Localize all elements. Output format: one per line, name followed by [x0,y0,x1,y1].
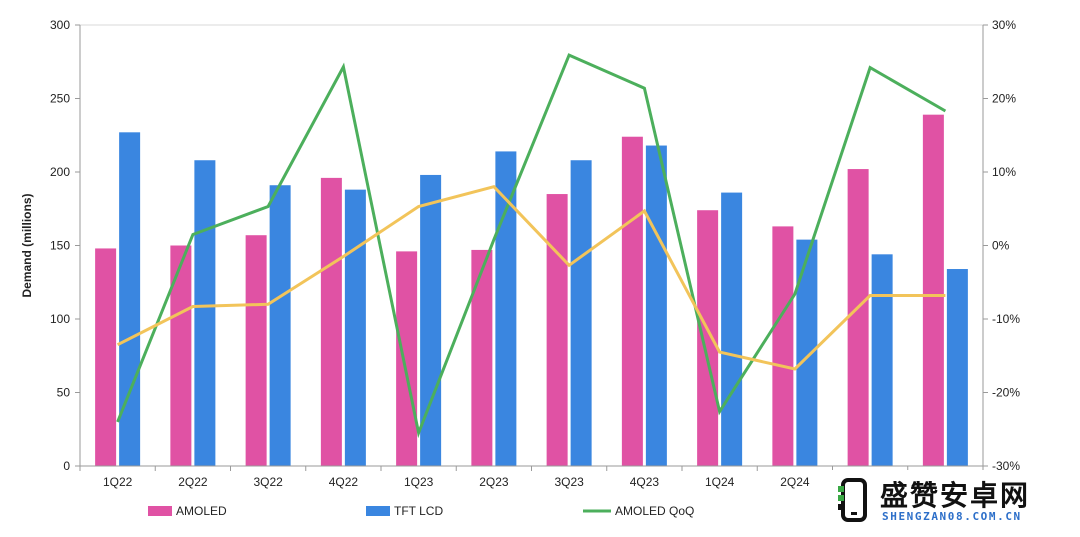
y-axis-title: Demand (millions) [20,193,34,297]
watermark-subtitle: SHENGZAN08.COM.CN [882,510,1022,523]
x-tick-label-3q22: 3Q22 [253,475,283,489]
bar-tft-lcd-4q23 [645,145,667,467]
bar-amoled-3q22 [245,235,267,466]
x-tick-label-2q22: 2Q22 [178,475,208,489]
y2-tick-label: 0% [992,239,1010,253]
legend-label-tft-lcd: TFT LCD [394,504,443,518]
y2-tick-label: -10% [992,312,1020,326]
bar-amoled-2q24 [772,226,794,466]
bar-amoled-1q24 [697,210,719,466]
y-tick-label: 200 [50,165,70,179]
phone-logo-icon [838,478,867,522]
bar-amoled-4q22 [320,177,342,466]
bar-amoled-4q24 [922,114,944,467]
watermark-title: 盛赞安卓网 [880,479,1031,512]
series-line-line-2 [116,185,946,371]
bar-amoled-2q23 [471,249,493,466]
y-tick-label: 250 [50,92,70,106]
plot-area [79,24,984,467]
bar-amoled-4q23 [621,136,643,466]
bar-amoled-1q22 [95,248,117,466]
watermark: 盛赞安卓网 SHENGZAN08.COM.CN [832,470,1076,530]
bar-tft-lcd-1q23 [420,174,442,466]
x-tick-label-4q22: 4Q22 [329,475,359,489]
y-tick-label: 50 [57,386,71,400]
y2-tick-label: 10% [992,165,1016,179]
y2-tick-label: 30% [992,18,1016,32]
legend-label-amoled: AMOLED [176,504,227,518]
y-tick-label: 100 [50,312,70,326]
series-line-amoled-qoq [116,53,947,439]
y2-tick-label: -30% [992,459,1020,473]
y-tick-label: 0 [63,459,70,473]
x-tick-label-1q22: 1Q22 [103,475,133,489]
x-tick-label-2q23: 2Q23 [479,475,509,489]
x-tick-label-1q23: 1Q23 [404,475,434,489]
bar-amoled-1q23 [396,251,418,466]
bar-tft-lcd-2q22 [194,160,216,467]
legend-label-amoled-qoq: AMOLED QoQ [615,504,694,518]
bar-amoled-3q24 [847,169,869,466]
legend-swatch-amoled [148,506,172,516]
bar-tft-lcd-3q24 [871,254,893,466]
bar-amoled-3q23 [546,194,568,467]
y2-tick-label: -20% [992,386,1020,400]
x-tick-label-4q23: 4Q23 [630,475,660,489]
x-tick-label-2q24: 2Q24 [780,475,810,489]
x-tick-label-3q23: 3Q23 [554,475,584,489]
bar-tft-lcd-1q22 [119,132,141,466]
y-tick-label: 300 [50,18,70,32]
bar-tft-lcd-4q22 [344,189,366,466]
y2-tick-label: 20% [992,92,1016,106]
legend-swatch-tft-lcd [366,506,390,516]
x-tick-label-1q24: 1Q24 [705,475,735,489]
bar-tft-lcd-2q23 [495,151,517,467]
bar-tft-lcd-2q24 [796,239,818,466]
bar-tft-lcd-3q22 [269,185,291,467]
bar-amoled-2q22 [170,245,192,466]
bar-tft-lcd-1q24 [721,192,743,466]
bar-tft-lcd-4q24 [946,269,968,466]
y-tick-label: 150 [50,239,70,253]
bar-tft-lcd-3q23 [570,160,592,467]
